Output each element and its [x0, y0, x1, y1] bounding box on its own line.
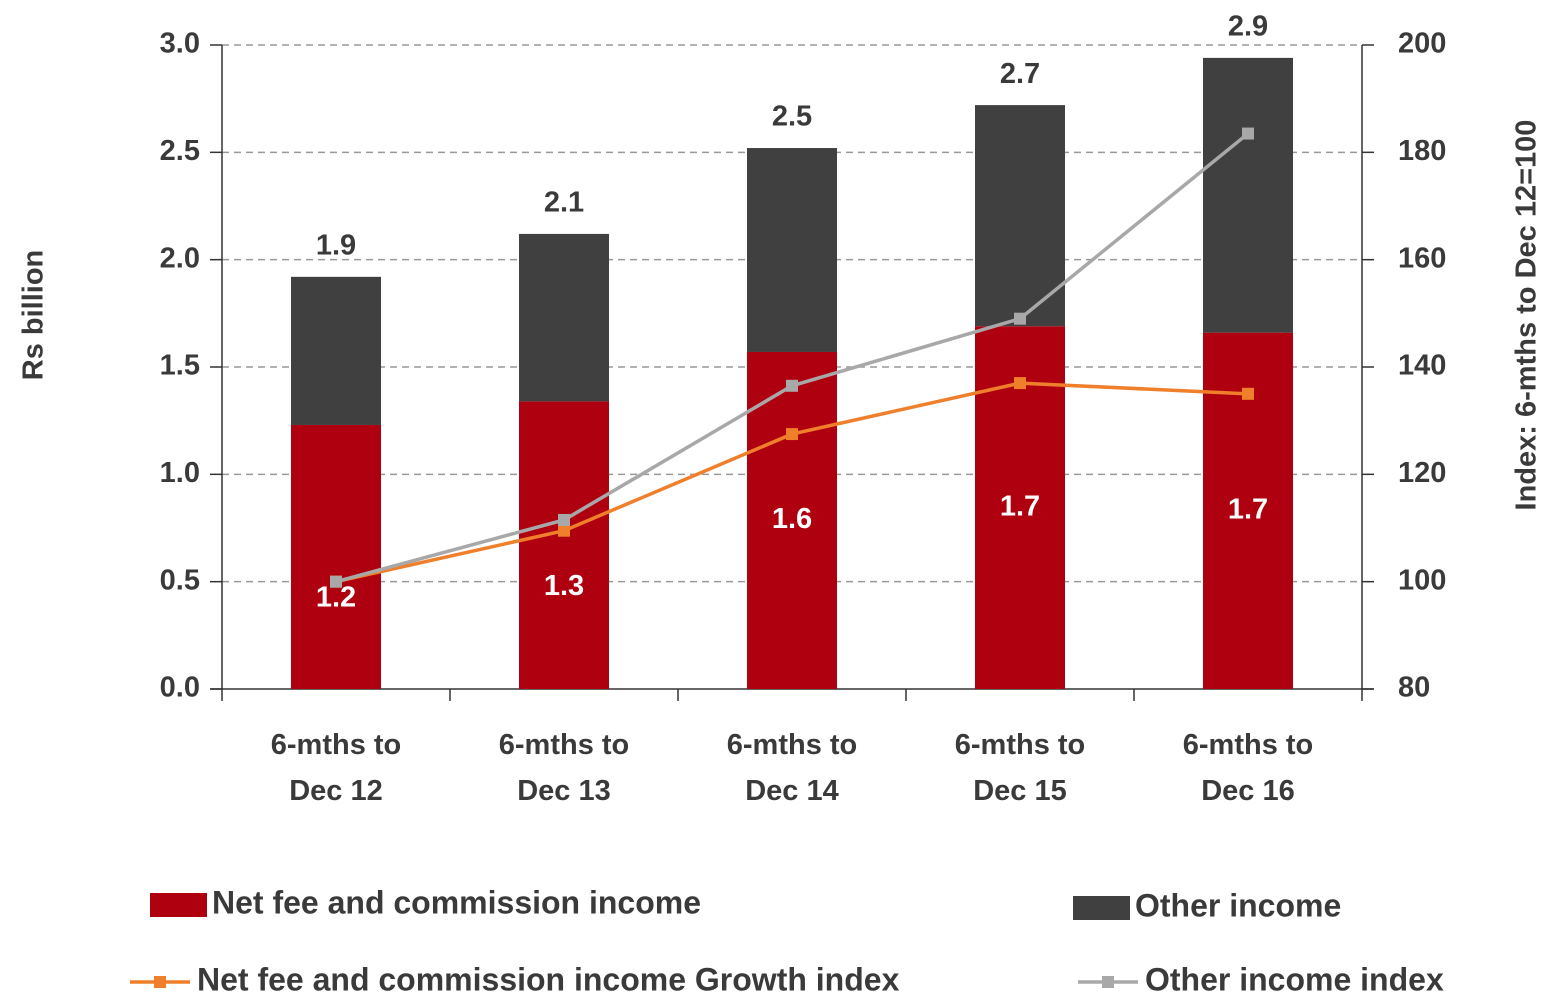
- x-tick-label: 6-mths to Dec 12: [270, 729, 402, 807]
- legend-swatch: [150, 893, 207, 917]
- legend-label: Net fee and commission income Growth ind…: [197, 961, 900, 997]
- y-tick-label: 1.0: [160, 457, 200, 489]
- line-marker: [330, 575, 342, 588]
- bar: [747, 148, 837, 352]
- bar-value-label: 1.7: [1000, 490, 1040, 522]
- y2-tick-label: 180: [1398, 135, 1446, 167]
- bar-value-label: 1.6: [772, 503, 812, 535]
- line-marker: [558, 524, 570, 537]
- y2-tick-label: 200: [1398, 28, 1446, 60]
- bar: [519, 401, 609, 689]
- total-label: 2.5: [772, 101, 812, 133]
- line-marker: [786, 379, 798, 392]
- y-tick-label: 0.0: [160, 672, 200, 704]
- y2-tick-label: 100: [1398, 564, 1446, 596]
- total-label: 2.1: [544, 187, 584, 219]
- y2-axis-title: Index: 6-mths to Dec 12=100: [1511, 120, 1543, 511]
- line-marker: [1242, 127, 1254, 140]
- legend-label: Other income: [1135, 887, 1341, 923]
- total-label: 2.9: [1228, 11, 1268, 43]
- total-label: 2.7: [1000, 58, 1040, 90]
- legend-label: Net fee and commission income: [212, 884, 701, 920]
- y-axis-title: Rs billion: [18, 250, 50, 381]
- legend-swatch: [1073, 896, 1130, 920]
- line-marker: [1014, 377, 1026, 390]
- bar: [291, 276, 381, 425]
- y2-tick-label: 80: [1398, 672, 1430, 704]
- bar: [519, 233, 609, 402]
- legend-marker: [1102, 976, 1114, 988]
- bar: [747, 351, 837, 689]
- line-marker: [1242, 387, 1254, 400]
- y2-tick-label: 160: [1398, 242, 1446, 274]
- legend-label: Other income index: [1145, 961, 1444, 997]
- line-marker: [558, 513, 570, 526]
- bar: [1203, 57, 1293, 333]
- bar: [975, 105, 1065, 327]
- y2-tick-label: 140: [1398, 350, 1446, 382]
- legend-marker: [154, 976, 166, 988]
- bar-value-label: 1.3: [544, 570, 584, 602]
- x-tick-label: 6-mths to Dec 14: [726, 729, 858, 807]
- x-tick-label: 6-mths to Dec 15: [954, 729, 1086, 807]
- total-label: 1.9: [316, 229, 356, 261]
- y-tick-label: 1.5: [160, 350, 200, 382]
- x-tick-label: 6-mths to Dec 13: [498, 729, 630, 807]
- y-tick-label: 0.5: [160, 564, 200, 596]
- line-marker: [786, 428, 798, 441]
- y-tick-label: 3.0: [160, 28, 200, 60]
- line-marker: [1014, 312, 1026, 325]
- y2-tick-label: 120: [1398, 457, 1446, 489]
- bar: [291, 424, 381, 689]
- y-tick-label: 2.0: [160, 242, 200, 274]
- bar-value-label: 1.7: [1228, 493, 1268, 525]
- x-tick-label: 6-mths to Dec 16: [1182, 729, 1314, 807]
- y-tick-label: 2.5: [160, 135, 200, 167]
